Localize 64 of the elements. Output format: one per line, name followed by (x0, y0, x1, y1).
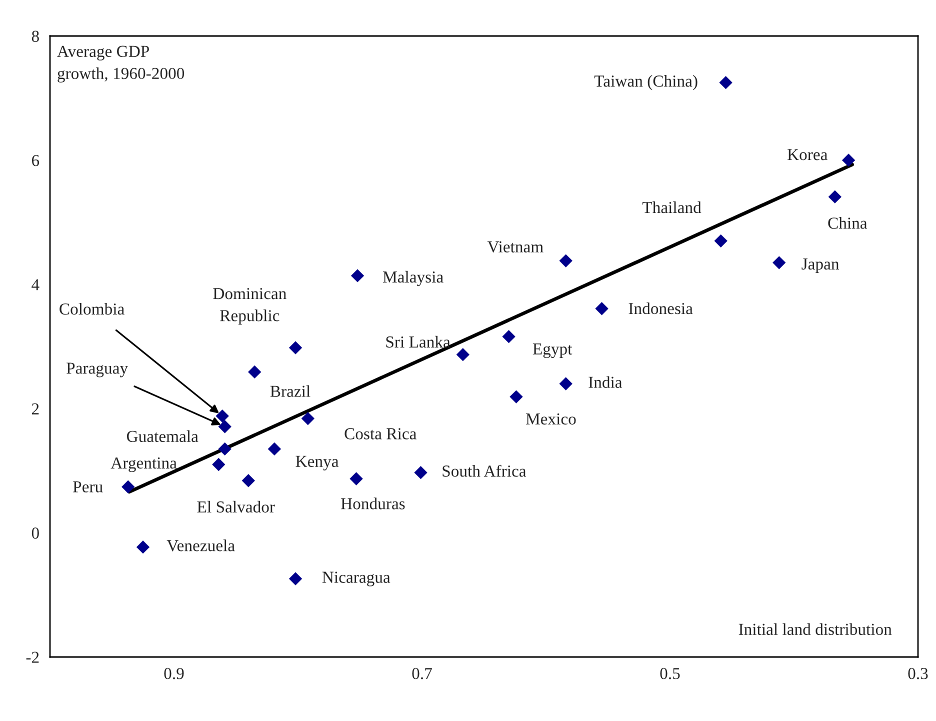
y-tick-label: 8 (32, 30, 39, 42)
y-tick-label: 4 (32, 279, 40, 290)
annotation: Mexico (526, 413, 576, 425)
point (719, 76, 732, 90)
annotation: Dominican Republic (213, 288, 286, 325)
point (510, 390, 523, 404)
point (456, 348, 470, 362)
point (288, 572, 302, 586)
annotation: Malaysia (383, 270, 444, 286)
annotation: Kenya (296, 456, 339, 470)
x-tick-label: 0.9 (164, 668, 184, 680)
point (242, 474, 255, 488)
x-tick-label: 0.5 (660, 668, 680, 680)
point (502, 330, 516, 344)
y-axis-title: Average GDP growth, 1960-2000 (57, 46, 184, 83)
y-tick-label: -2 (26, 652, 39, 663)
annotation: Sri Lanka (386, 336, 450, 348)
point (828, 190, 842, 204)
annotation: Argentina (110, 457, 177, 472)
point (559, 377, 572, 390)
annotation: Indonesia (628, 302, 693, 314)
annotation: Costa Rica (344, 428, 416, 440)
annotation: Thailand (642, 201, 702, 214)
annotation: Egypt (532, 344, 572, 358)
point (842, 154, 856, 167)
annotation: Colombia (60, 302, 124, 315)
point (218, 442, 232, 456)
annotation: Nicaragua (322, 572, 390, 586)
point (218, 420, 232, 434)
point (268, 442, 282, 456)
annotation: China (828, 217, 868, 229)
x-tick-label: 0.3 (908, 668, 928, 680)
annotation: Brazil (270, 385, 310, 397)
point (122, 480, 135, 494)
annotation: Peru (73, 481, 103, 492)
point (350, 269, 364, 282)
y-tick-label: 6 (32, 154, 40, 166)
point (350, 472, 363, 486)
point (559, 254, 572, 268)
annotation: Korea (787, 149, 828, 160)
point (136, 540, 150, 554)
annotation: Honduras (341, 498, 405, 510)
point (772, 256, 786, 270)
point (714, 234, 728, 248)
annotation: Taiwan (China) (594, 75, 698, 90)
annotation: Paraguay (66, 362, 128, 378)
x-tick-label: 0.7 (412, 668, 432, 680)
point (212, 458, 226, 472)
point (216, 409, 229, 423)
point (301, 412, 315, 426)
x-axis-title: Initial land distribution (738, 623, 892, 635)
point (248, 365, 262, 379)
point (288, 341, 302, 354)
annotation: Venezuela (166, 540, 235, 552)
annotation: El Salvador (197, 500, 275, 513)
point (595, 302, 608, 316)
y-tick-label: 2 (32, 403, 39, 414)
point (414, 466, 428, 480)
y-tick-label: 0 (32, 528, 39, 539)
annotation: India (588, 376, 622, 388)
annotation: Japan (802, 258, 840, 273)
annotation: Guatemala (126, 430, 198, 442)
annotation: Vietnam (487, 241, 544, 253)
annotation: South Africa (442, 464, 526, 477)
